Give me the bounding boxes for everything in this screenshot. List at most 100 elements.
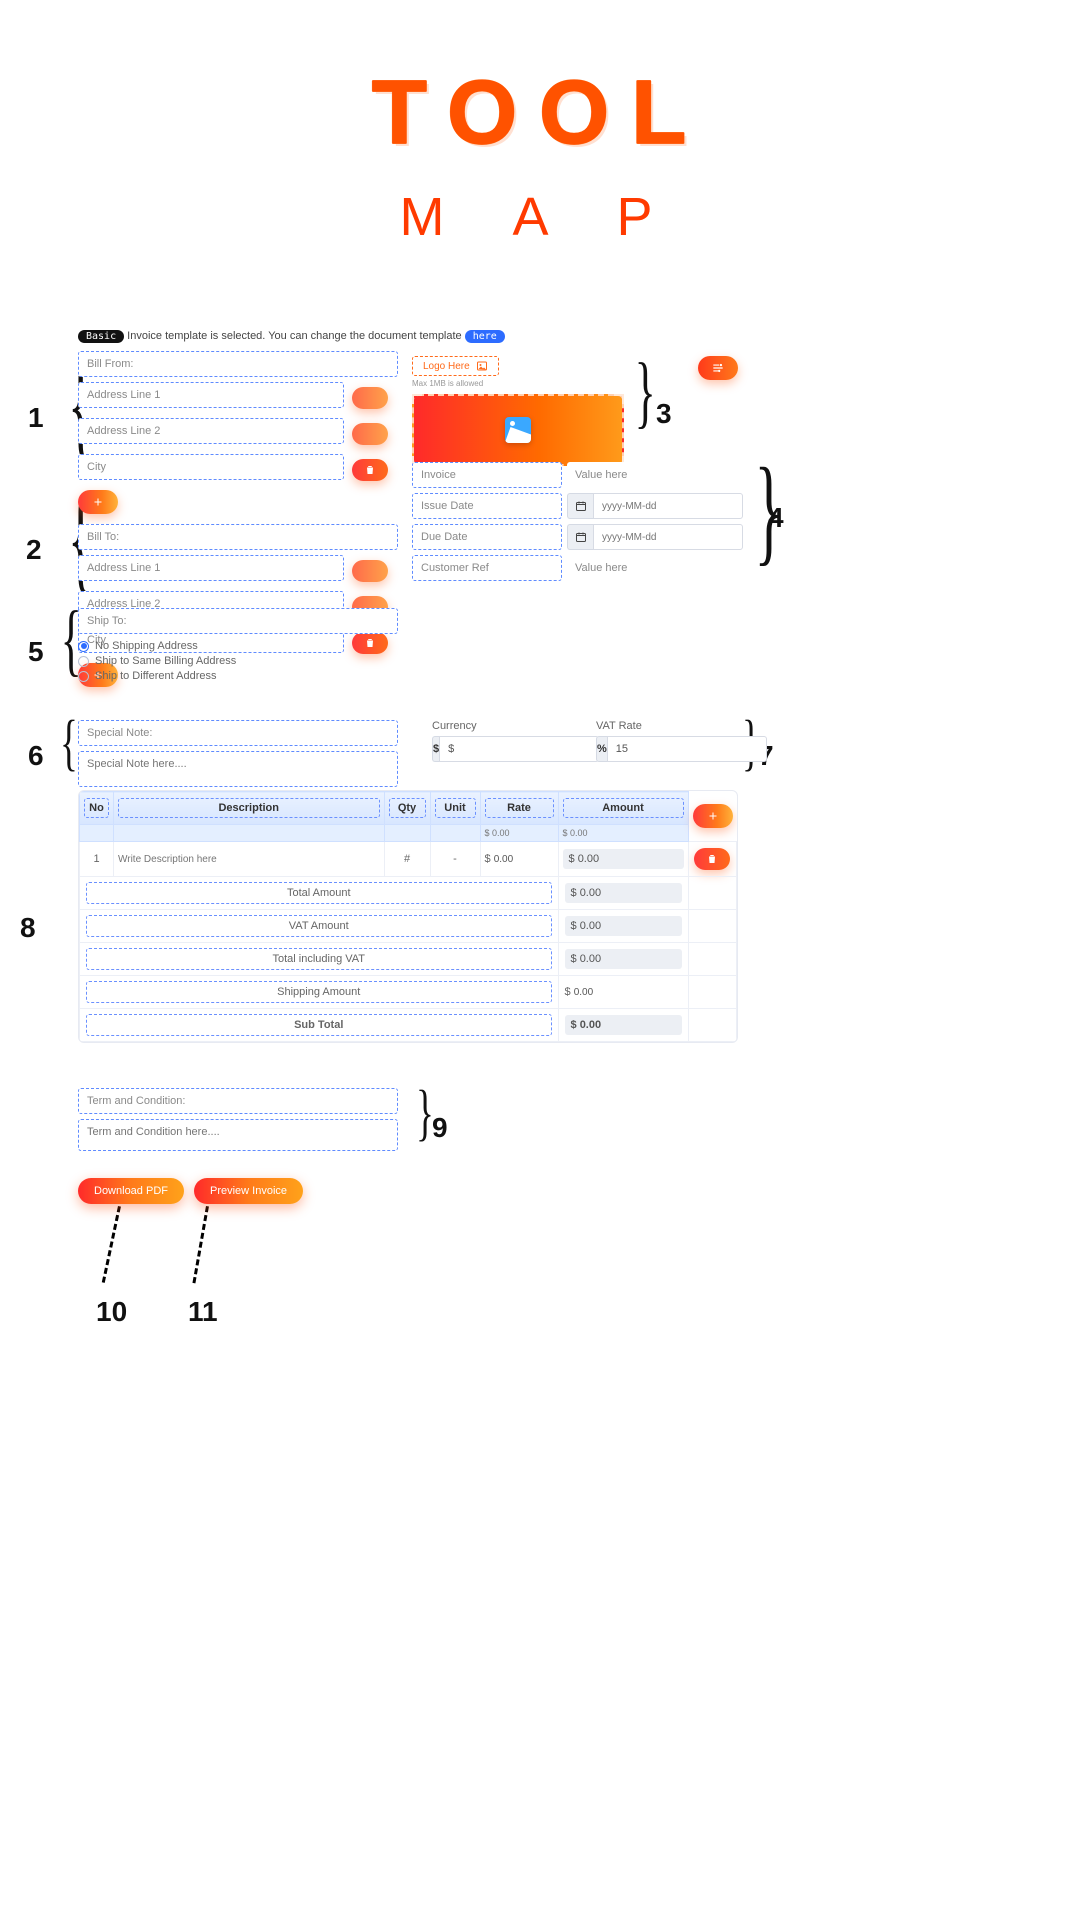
- address-line2-input[interactable]: [87, 425, 335, 437]
- currency-label: Currency: [432, 720, 582, 732]
- currency-input[interactable]: [439, 736, 599, 762]
- terms-textarea[interactable]: [78, 1119, 398, 1151]
- bill-from-row-action-1[interactable]: [352, 387, 388, 409]
- terms-title[interactable]: [78, 1088, 398, 1114]
- col-desc: Description: [118, 798, 380, 818]
- logo-word-tool: TOOL: [250, 68, 830, 158]
- ship-to-title-input[interactable]: [87, 615, 389, 627]
- bill-from-title[interactable]: [78, 351, 398, 377]
- settings-button[interactable]: [698, 356, 738, 380]
- preview-invoice-button[interactable]: Preview Invoice: [194, 1178, 303, 1204]
- bill-to-addr1[interactable]: [78, 555, 344, 581]
- terms-title-input[interactable]: [87, 1095, 389, 1107]
- summary-inc-vat: Total including VAT $ 0.00: [80, 943, 737, 976]
- issue-date-field[interactable]: [567, 493, 743, 519]
- calendar-icon: [567, 524, 593, 550]
- meta-ref-value[interactable]: [567, 555, 743, 581]
- radio-icon: [78, 656, 89, 667]
- template-notice-text: Invoice template is selected. You can ch…: [127, 330, 462, 342]
- connector-11: [192, 1206, 208, 1283]
- radio-icon: [78, 641, 89, 652]
- cell-unit[interactable]: -: [430, 842, 480, 877]
- download-pdf-button[interactable]: Download PDF: [78, 1178, 184, 1204]
- col-no: No: [84, 798, 109, 818]
- col-unit: Unit: [435, 798, 476, 818]
- ship-option-same[interactable]: Ship to Same Billing Address: [78, 655, 408, 667]
- address-line1-input[interactable]: [87, 562, 335, 574]
- ship-option-none[interactable]: No Shipping Address: [78, 640, 408, 652]
- ship-option-different[interactable]: Ship to Different Address: [78, 670, 408, 682]
- bill-from-delete-button[interactable]: [352, 459, 388, 481]
- table-header-row: No Description Qty Unit Rate Amount: [80, 792, 737, 825]
- invoice-meta-section: Invoice Issue Date Due Date Customer Ref: [412, 462, 738, 581]
- vat-input[interactable]: [607, 736, 767, 762]
- radio-icon: [78, 671, 89, 682]
- ref-value-input[interactable]: [575, 562, 735, 574]
- logo-word-map: M A P: [250, 186, 830, 248]
- template-badge: Basic: [78, 330, 124, 343]
- table-row: 1 # - $ $ 0.00: [80, 842, 737, 877]
- meta-ref-label[interactable]: Customer Ref: [412, 555, 562, 581]
- annotation-2: 2: [26, 534, 42, 566]
- annotation-6: 6: [28, 740, 44, 772]
- logo-here-button[interactable]: Logo Here: [412, 356, 499, 376]
- special-note-textarea[interactable]: [78, 751, 398, 787]
- meta-issue-label[interactable]: Issue Date: [412, 493, 562, 519]
- bill-from-row-action-2[interactable]: [352, 423, 388, 445]
- bill-from-title-input[interactable]: [87, 358, 389, 370]
- bill-from-addr2[interactable]: [78, 418, 344, 444]
- logo-here-label: Logo Here: [423, 361, 470, 372]
- bill-from-city[interactable]: [78, 454, 344, 480]
- plus-icon: [707, 810, 719, 822]
- invoice-value-input[interactable]: [575, 469, 735, 481]
- summary-shipping: Shipping Amount $: [80, 976, 737, 1009]
- vat-section: VAT Rate %: [596, 720, 736, 762]
- brace-6: {: [60, 712, 78, 774]
- bill-to-title[interactable]: [78, 524, 398, 550]
- col-amount: Amount: [563, 798, 684, 818]
- sliders-icon: [711, 361, 725, 375]
- city-input[interactable]: [87, 461, 335, 473]
- add-line-button[interactable]: [693, 804, 733, 828]
- bill-to-title-input[interactable]: [87, 531, 389, 543]
- bill-to-row-action-1[interactable]: [352, 560, 388, 582]
- annotation-10: 10: [96, 1296, 127, 1328]
- trash-icon: [706, 853, 718, 865]
- delete-line-button[interactable]: [694, 848, 730, 870]
- meta-due-label[interactable]: Due Date: [412, 524, 562, 550]
- app-logo: TOOL M A P: [250, 68, 830, 248]
- currency-prefix: $: [432, 736, 439, 762]
- address-line1-input[interactable]: [87, 389, 335, 401]
- template-change-link[interactable]: here: [465, 330, 505, 343]
- bill-from-addr1[interactable]: [78, 382, 344, 408]
- cell-desc-input[interactable]: [118, 854, 380, 865]
- shipping-amount-input[interactable]: [574, 987, 654, 998]
- special-note-title[interactable]: [78, 720, 398, 746]
- picture-icon: [505, 417, 531, 443]
- plus-icon: [92, 496, 104, 508]
- logo-dropzone[interactable]: [412, 394, 624, 466]
- ship-to-title[interactable]: [78, 608, 398, 634]
- vat-prefix: %: [596, 736, 607, 762]
- col-qty: Qty: [389, 798, 426, 818]
- col-rate: Rate: [485, 798, 554, 818]
- annotation-1: 1: [28, 402, 44, 434]
- cell-no: 1: [80, 842, 114, 877]
- vat-field[interactable]: %: [596, 736, 736, 762]
- currency-field[interactable]: $: [432, 736, 582, 762]
- brace-4: }: [754, 450, 783, 570]
- shipping-options: No Shipping Address Ship to Same Billing…: [78, 640, 408, 682]
- due-date-input[interactable]: [593, 524, 743, 550]
- trash-icon: [364, 464, 376, 476]
- special-note-section: [78, 720, 408, 790]
- bill-from-add-button[interactable]: [78, 490, 118, 514]
- cell-amount: $ 0.00: [563, 849, 684, 869]
- currency-section: Currency $: [432, 720, 582, 762]
- cell-rate-input[interactable]: [494, 854, 538, 865]
- cell-qty[interactable]: #: [384, 842, 430, 877]
- note-title-input[interactable]: [87, 727, 389, 739]
- meta-invoice-value[interactable]: [567, 462, 743, 488]
- due-date-field[interactable]: [567, 524, 743, 550]
- issue-date-input[interactable]: [593, 493, 743, 519]
- meta-invoice-label[interactable]: Invoice: [412, 462, 562, 488]
